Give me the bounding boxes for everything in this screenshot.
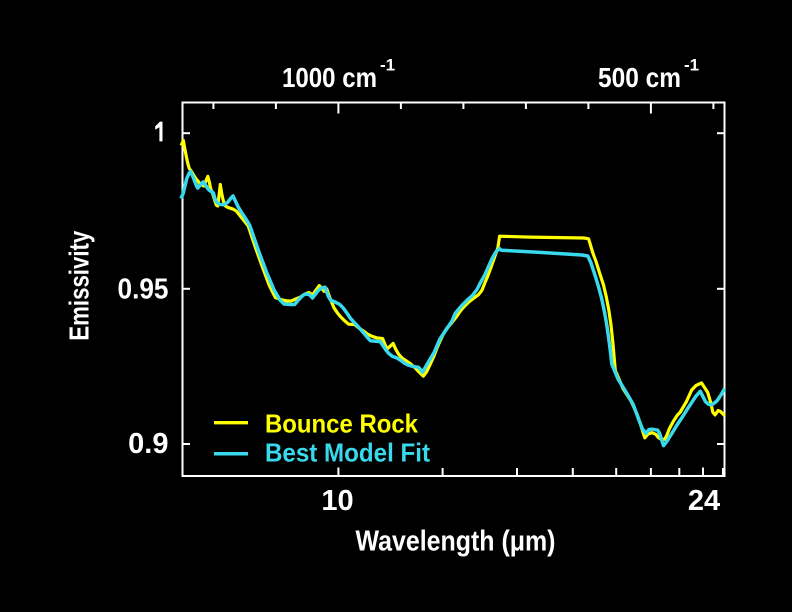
svg-text:Best Model Fit: Best Model Fit	[265, 438, 430, 468]
svg-text:-1: -1	[380, 56, 395, 75]
svg-text:Emissivity: Emissivity	[64, 230, 95, 340]
svg-text:Bounce Rock: Bounce Rock	[265, 409, 418, 439]
svg-text:0.95: 0.95	[118, 274, 169, 306]
svg-text:500 cm: 500 cm	[598, 62, 681, 93]
svg-text:0.9: 0.9	[128, 428, 168, 460]
svg-text:10: 10	[321, 485, 353, 517]
svg-text:-1: -1	[684, 56, 699, 75]
svg-text:24: 24	[688, 485, 720, 517]
svg-text:1000 cm: 1000 cm	[282, 62, 377, 93]
svg-text:Wavelength (μm): Wavelength (μm)	[356, 526, 556, 558]
